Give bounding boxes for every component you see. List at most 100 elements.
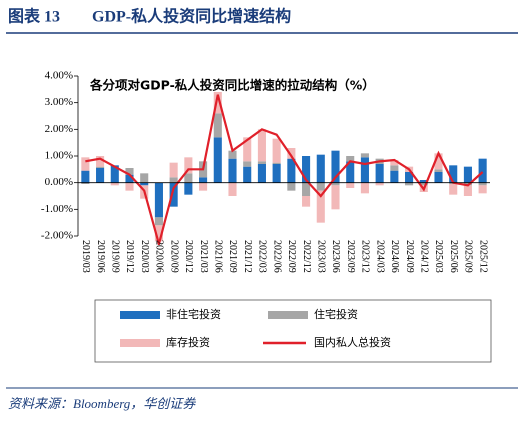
x-tick-label: 2023/09 — [345, 240, 356, 273]
bar — [199, 182, 208, 191]
bar — [154, 217, 163, 226]
bar — [213, 137, 222, 183]
bar — [257, 129, 266, 162]
legend-label: 库存投资 — [166, 335, 210, 349]
x-tick-label: 2025/03 — [433, 240, 444, 273]
bar — [96, 166, 105, 168]
bar — [228, 150, 237, 159]
bar — [287, 182, 296, 191]
bar — [478, 185, 487, 194]
bar — [125, 168, 134, 175]
bar — [243, 137, 252, 162]
x-tick-label: 2020/03 — [139, 240, 150, 273]
bar — [213, 92, 222, 114]
bar — [184, 173, 193, 183]
bar — [316, 182, 325, 191]
x-tick-label: 2021/06 — [212, 240, 223, 273]
bar — [96, 168, 105, 183]
bar — [405, 182, 414, 186]
bar — [375, 182, 384, 186]
bar — [243, 161, 252, 167]
y-tick-label: -1.00% — [41, 203, 73, 215]
x-tick-label: 2020/09 — [168, 240, 179, 273]
bar — [140, 182, 149, 186]
x-tick-label: 2024/12 — [418, 240, 429, 273]
bar — [228, 182, 237, 196]
bar — [184, 182, 193, 195]
bar — [243, 166, 252, 183]
bar — [257, 161, 266, 164]
y-tick-label: 4.00% — [45, 70, 73, 82]
legend-box — [94, 299, 492, 363]
legend-swatch — [120, 311, 160, 319]
bar — [331, 182, 340, 186]
x-tick-label: 2025/09 — [463, 240, 474, 273]
x-tick-label: 2019/09 — [109, 240, 120, 273]
x-tick-label: 2020/06 — [154, 240, 165, 273]
bar — [331, 150, 340, 183]
bar — [449, 184, 458, 195]
bar — [169, 177, 178, 183]
bar — [125, 182, 134, 191]
bar — [346, 161, 355, 183]
y-tick-label: 0.00% — [45, 176, 73, 188]
bar — [287, 158, 296, 183]
bar — [375, 164, 384, 183]
x-tick-label: 2021/12 — [242, 240, 253, 273]
bar — [81, 170, 90, 183]
x-tick-label: 2023/06 — [330, 240, 341, 273]
bar — [140, 173, 149, 183]
header-title: GDP-私人投资同比增速结构 — [92, 7, 291, 26]
bar — [302, 182, 311, 196]
chart-title: 各分项对GDP-私人投资同比增速的拉动结构（%） — [89, 78, 375, 93]
bar — [316, 190, 325, 223]
x-tick-label: 2021/03 — [198, 240, 209, 273]
bar — [434, 172, 443, 183]
x-tick-label: 2019/12 — [124, 240, 135, 273]
y-tick-label: 2.00% — [45, 123, 73, 135]
x-tick-label: 2022/03 — [257, 240, 268, 273]
bar — [449, 165, 458, 183]
bar — [302, 196, 311, 207]
x-tick-label: 2024/06 — [389, 240, 400, 273]
source: 资料来源：Bloomberg，华创证券 — [8, 396, 196, 411]
bar — [463, 185, 472, 196]
bar — [257, 164, 266, 183]
bar — [478, 158, 487, 183]
x-tick-label: 2022/06 — [271, 240, 282, 273]
x-tick-label: 2019/06 — [95, 240, 106, 273]
bar — [390, 160, 399, 166]
bar — [199, 177, 208, 183]
bar — [272, 162, 281, 164]
x-tick-label: 2022/12 — [301, 240, 312, 273]
header-label: 图表 13 — [8, 7, 60, 26]
y-tick-label: -2.00% — [41, 230, 73, 242]
bar — [154, 225, 163, 242]
bar — [463, 166, 472, 183]
x-tick-label: 2023/12 — [360, 240, 371, 273]
bar — [272, 164, 281, 183]
bar — [213, 113, 222, 138]
bar — [81, 182, 90, 184]
x-tick-label: 2024/09 — [404, 240, 415, 273]
x-tick-label: 2025/06 — [448, 240, 459, 273]
bar — [346, 182, 355, 188]
line — [85, 94, 484, 245]
bar — [360, 182, 369, 194]
bar — [390, 165, 399, 171]
x-tick-label: 2020/12 — [183, 240, 194, 273]
bar — [478, 182, 487, 186]
legend-label: 非住宅投资 — [166, 307, 221, 321]
y-tick-label: 1.00% — [45, 150, 73, 162]
bar — [287, 148, 296, 159]
bar — [434, 169, 443, 172]
x-tick-label: 2022/09 — [286, 240, 297, 273]
bar — [272, 138, 281, 163]
bar — [81, 157, 90, 171]
x-tick-label: 2021/09 — [227, 240, 238, 273]
bar — [346, 156, 355, 162]
legend-swatch — [268, 311, 308, 319]
plot-area — [81, 92, 487, 245]
bar — [96, 156, 105, 167]
